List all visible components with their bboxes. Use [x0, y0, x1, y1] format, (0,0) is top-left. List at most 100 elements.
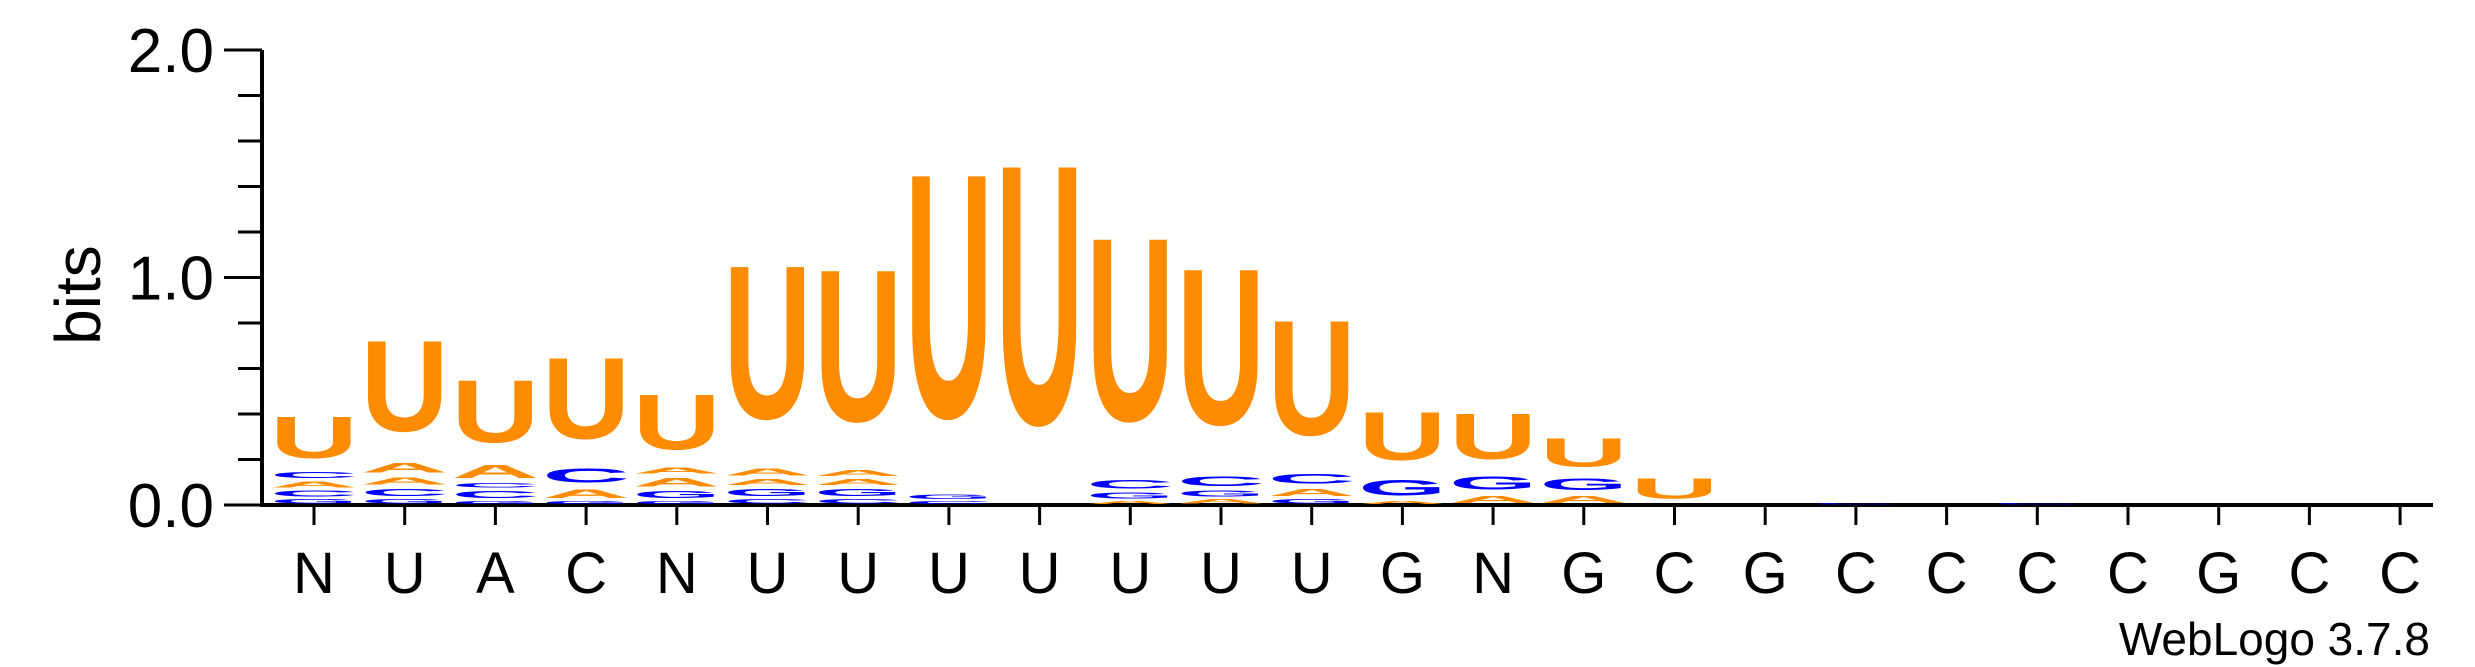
logo-letter: U — [1086, 184, 1174, 476]
x-tick-label: C — [1654, 541, 1696, 606]
x-tick-label: C — [2288, 541, 2330, 606]
logo-letter: U — [1177, 223, 1265, 473]
logo-letter: A — [361, 476, 449, 487]
logo-letter: C — [270, 489, 358, 498]
x-tick-label: G — [2196, 541, 2241, 606]
logo-letter: U — [1358, 397, 1446, 474]
logo-letter: A — [1177, 498, 1265, 505]
x-tick-label: C — [2379, 541, 2421, 606]
logo-letter: G — [633, 500, 721, 505]
logo-letter: A — [361, 460, 449, 476]
x-tick-label: G — [1561, 541, 1606, 606]
x-tick-label: N — [1472, 541, 1514, 606]
logo-letter: A — [1086, 500, 1174, 505]
x-tick-label: C — [1835, 541, 1877, 606]
logo-letter: G — [633, 489, 721, 500]
logo-letter: G — [542, 500, 630, 505]
logo-letter: A — [1449, 494, 1537, 505]
y-tick-label: 0.0 — [128, 472, 214, 541]
logo-letter: C — [1812, 503, 1900, 505]
logo-letter: C — [1086, 478, 1174, 492]
logo-letter: U — [451, 361, 539, 461]
x-tick-label: C — [2016, 541, 2058, 606]
logo-letter: G — [1086, 491, 1174, 500]
logo-letter: G — [451, 500, 539, 505]
logo-letter: G — [361, 498, 449, 505]
logo-letter: A — [724, 466, 812, 477]
logo-letter: C — [905, 500, 993, 505]
logo-letter: C — [814, 498, 902, 505]
logo-letter: A — [542, 487, 630, 501]
logo-letter: C — [451, 489, 539, 500]
x-tick-label: N — [293, 541, 335, 606]
logo-letter: G — [1177, 489, 1265, 498]
x-tick-label: C — [565, 541, 607, 606]
logo-letter: G — [1449, 473, 1537, 493]
x-tick-label: A — [476, 541, 515, 606]
y-axis: bits 0.0 1.0 2.0 — [42, 17, 262, 541]
logo-letter: U — [270, 405, 358, 471]
y-tick-label: 1.0 — [128, 245, 214, 314]
x-tick-label: U — [837, 541, 879, 606]
x-tick-label: U — [928, 541, 970, 606]
logo-letter: A — [451, 462, 539, 482]
position-stack: U — [996, 87, 1084, 502]
logo-letter: G — [270, 498, 358, 505]
x-tick-label: U — [1019, 541, 1061, 606]
logo-letter: U — [633, 377, 721, 466]
position-stack: CGU — [905, 102, 993, 505]
position-stack: C — [1993, 503, 2081, 505]
logo-letter: G — [814, 487, 902, 498]
position-stack: U — [1631, 473, 1719, 505]
position-stack: AGU — [1449, 400, 1537, 505]
logo-letter: C — [270, 471, 358, 480]
x-tick-label: U — [1291, 541, 1333, 606]
x-tick-label: U — [384, 541, 426, 606]
logo-letter: C — [361, 487, 449, 498]
logo-letter: U — [996, 87, 1084, 502]
position-stack: C — [1812, 503, 1900, 505]
x-tick-label: U — [747, 541, 789, 606]
x-tick-label: C — [1926, 541, 1968, 606]
logo-letter: C — [1268, 471, 1356, 487]
logo-letter: C — [1177, 473, 1265, 489]
y-tick-label: 2.0 — [128, 17, 214, 86]
logo-letter: A — [633, 476, 721, 490]
logo-letter: A — [1540, 494, 1628, 505]
logo-letter: A — [814, 478, 902, 487]
logo-letter: U — [724, 219, 812, 465]
logo-letter: A — [814, 469, 902, 478]
logo-letter: U — [1631, 473, 1719, 505]
logo-letter: A — [724, 478, 812, 487]
logo-letter: C — [724, 498, 812, 505]
logo-letter: A — [1358, 500, 1446, 505]
logo-letter: A — [270, 480, 358, 489]
logo-letter: C — [451, 482, 539, 489]
position-stack: AGU — [1540, 430, 1628, 505]
logo-letter: G — [1268, 498, 1356, 505]
x-tick-label: G — [1743, 541, 1788, 606]
position-stack: AGU — [1358, 397, 1446, 505]
logo-letter: C — [542, 464, 630, 487]
weblogo-credit: WebLogo 3.7.8 — [2119, 613, 2430, 665]
logo-letter: U — [814, 225, 902, 468]
x-tick-label: U — [1200, 541, 1242, 606]
logo-letter: U — [1540, 430, 1628, 475]
logo-letter: A — [633, 466, 721, 475]
logo-letter: A — [1268, 487, 1356, 498]
y-axis-label: bits — [42, 245, 114, 345]
logo-letter: G — [1540, 476, 1628, 494]
x-tick-label: U — [1109, 541, 1151, 606]
x-tick-label: N — [656, 541, 698, 606]
